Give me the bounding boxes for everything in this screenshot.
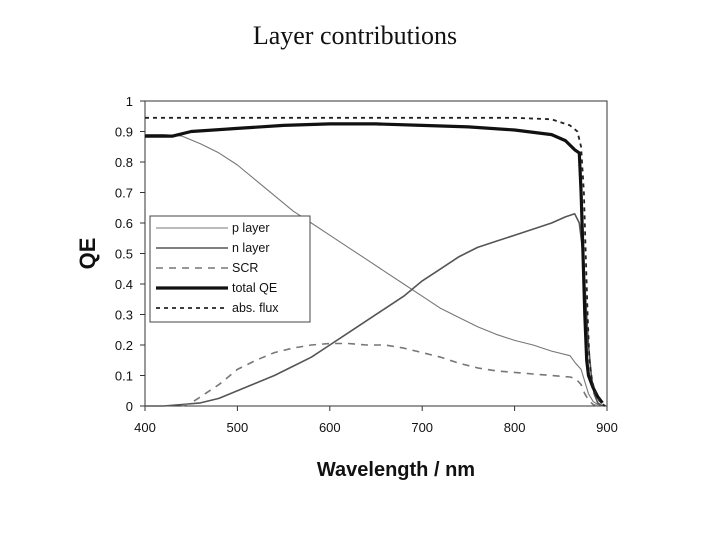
y-tick-label-7: 0.7 (115, 186, 133, 201)
chart-title: Layer contributions (253, 21, 457, 50)
legend-label-1: n layer (232, 241, 270, 255)
y-tick-label-9: 0.9 (115, 125, 133, 140)
y-tick-label-6: 0.6 (115, 216, 133, 231)
legend-label-2: SCR (232, 261, 258, 275)
legend-label-4: abs. flux (232, 301, 279, 315)
y-tick-label-3: 0.3 (115, 308, 133, 323)
legend: p layer n layer SCR total QE abs. flux (149, 215, 311, 323)
x-tick-label-4: 800 (504, 420, 526, 435)
legend-label-3: total QE (232, 281, 277, 295)
x-axis: 400 500 600 700 800 900 (134, 406, 618, 435)
x-tick-label-2: 600 (319, 420, 341, 435)
series-line-p-layer (145, 134, 603, 407)
series-line-total-qe (145, 122, 604, 404)
x-tick-label-1: 500 (227, 420, 249, 435)
y-tick-label-8: 0.8 (115, 155, 133, 170)
x-tick-label-0: 400 (134, 420, 156, 435)
y-tick-label-10: 1 (126, 94, 133, 109)
y-tick-label-1: 0.1 (115, 369, 133, 384)
y-tick-label-5: 0.5 (115, 247, 133, 262)
y-tick-label-4: 0.4 (115, 277, 133, 292)
y-axis: 0 0.1 0.2 0.3 0.4 0.5 0.6 0.7 0.8 0.9 1 (115, 94, 145, 414)
legend-box (149, 215, 311, 323)
series-line-scr (181, 342, 599, 407)
x-axis-label: Wavelength / nm (317, 459, 475, 481)
series-line-abs-flux (145, 116, 606, 407)
x-tick-label-3: 700 (411, 420, 433, 435)
x-tick-label-5: 900 (596, 420, 618, 435)
y-tick-label-2: 0.2 (115, 338, 133, 353)
y-axis-label: QE (75, 238, 100, 270)
series-group (145, 116, 606, 407)
legend-label-0: p layer (232, 221, 270, 235)
y-tick-label-0: 0 (126, 399, 133, 414)
